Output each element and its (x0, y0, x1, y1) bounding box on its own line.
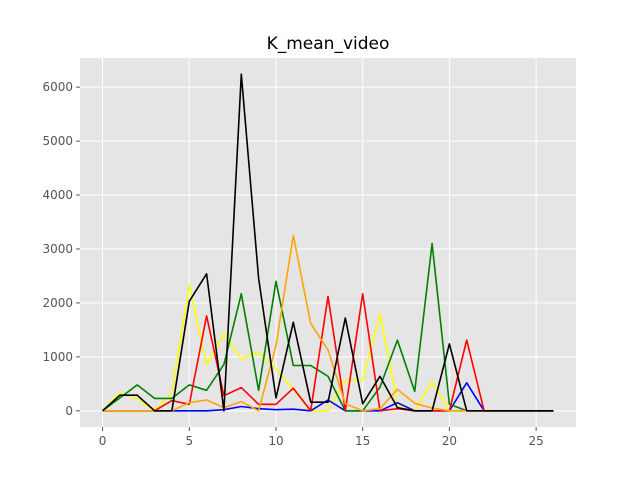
y-tick-label: 4000 (42, 188, 73, 202)
series-line-4 (102, 292, 554, 412)
y-tick-label: 0 (65, 404, 73, 418)
plot-area (80, 58, 576, 427)
y-tick-label: 5000 (42, 134, 73, 148)
x-tick-label: 25 (528, 434, 543, 448)
chart-title: K_mean_video (267, 34, 390, 54)
x-tick-label: 20 (442, 434, 457, 448)
x-tick-label: 5 (185, 434, 193, 448)
y-tick-label: 6000 (42, 80, 73, 94)
series-line-6 (101, 73, 554, 412)
y-tick-label: 1000 (42, 350, 73, 364)
x-tick-label: 10 (268, 434, 283, 448)
x-tick-label: 0 (99, 434, 107, 448)
y-tick-label: 2000 (42, 296, 73, 310)
y-tick-label: 3000 (42, 242, 73, 256)
axis-ticks: 0 5 10 15 20 25 0 1000 2000 3000 4000 5000 6000 (42, 80, 543, 448)
grid-lines (80, 58, 576, 427)
x-tick-label: 15 (355, 434, 370, 448)
series-layer (101, 73, 554, 412)
